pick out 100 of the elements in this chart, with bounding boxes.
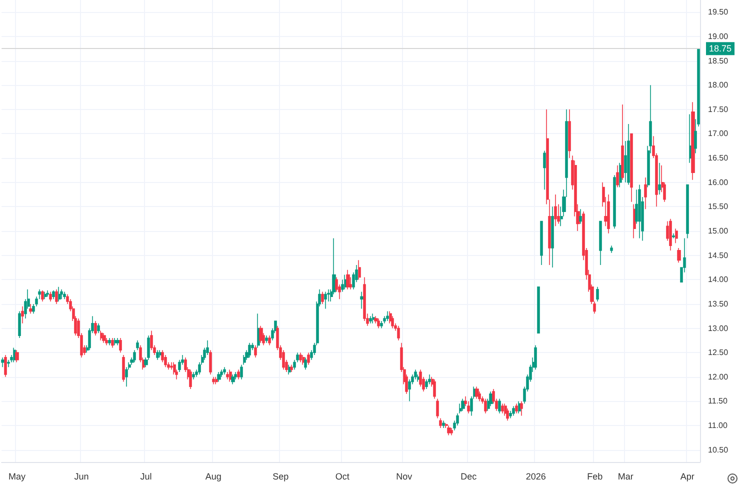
candlestick: [282, 350, 285, 370]
candlestick: [209, 350, 212, 375]
candlestick: [344, 274, 347, 290]
candlestick: [55, 288, 58, 304]
candlestick: [13, 347, 16, 363]
candlestick: [302, 354, 305, 366]
candlestick: [459, 403, 462, 414]
candlestick: [288, 364, 291, 375]
candlestick: [621, 104, 624, 180]
candlestick: [450, 428, 453, 436]
candlestick: [610, 245, 613, 254]
y-tick-label: 10.50: [708, 445, 729, 454]
x-tick-label: Feb: [587, 472, 603, 482]
candlestick: [414, 369, 417, 380]
candlestick: [346, 270, 350, 290]
candlestick: [231, 374, 235, 385]
candlestick: [299, 352, 302, 363]
candlestick: [633, 204, 636, 239]
candlestick: [428, 374, 431, 385]
candlestick: [58, 286, 61, 302]
candlestick: [119, 338, 122, 353]
y-tick-label: 13.50: [708, 299, 729, 308]
y-tick-label: 15.00: [708, 226, 729, 236]
candlestick: [97, 323, 100, 334]
candlestick: [518, 400, 521, 414]
candlestick: [229, 369, 232, 382]
candlestick: [234, 372, 237, 380]
candlestick: [568, 109, 571, 158]
y-tick-label: 16.00: [708, 178, 729, 187]
candlestick: [433, 378, 436, 400]
candlestick: [114, 338, 117, 346]
candlestick: [150, 330, 153, 351]
candlestick: [669, 218, 672, 251]
candlestick: [254, 344, 257, 358]
candlestick: [627, 124, 630, 186]
candlestick: [46, 290, 49, 298]
candlestick: [4, 354, 7, 378]
candlestick: [498, 398, 501, 414]
candlestick: [613, 174, 616, 229]
candlestick: [21, 306, 24, 324]
candlestick: [689, 114, 692, 164]
candlestick: [686, 184, 689, 239]
candlestick: [18, 310, 21, 338]
candlestick: [534, 344, 537, 370]
candlestick: [501, 403, 504, 414]
candlestick: [15, 350, 19, 363]
candlestick: [579, 208, 582, 224]
candlestick: [212, 376, 215, 385]
candlestick: [116, 338, 120, 346]
y-tick-label: 18.50: [708, 56, 729, 66]
candlestick: [447, 425, 451, 436]
candlestick: [41, 290, 44, 302]
candlestick: [675, 228, 678, 244]
candlestick: [672, 233, 675, 239]
candlestick: [1, 357, 5, 368]
candlestick: [677, 248, 681, 264]
candlestick: [341, 279, 344, 292]
x-tick-label: Oct: [335, 472, 350, 482]
candlestick: [136, 340, 139, 351]
candlestick: [691, 102, 695, 180]
candlestick: [475, 386, 479, 400]
candlestick: [7, 359, 10, 368]
candlestick: [377, 318, 380, 329]
x-tick-label: Nov: [396, 472, 413, 482]
x-tick-label: Apr: [680, 472, 694, 482]
candlestick: [111, 338, 114, 348]
candlestick: [100, 330, 103, 341]
x-tick-label: Aug: [205, 472, 222, 482]
y-tick-label: 17.00: [708, 129, 729, 138]
candlestick: [543, 150, 546, 190]
candlestick: [189, 369, 192, 390]
candlestick: [125, 366, 128, 388]
candlestick: [408, 378, 411, 402]
candlestick: [596, 286, 599, 302]
candlestick: [217, 372, 221, 382]
candlestick: [607, 194, 610, 234]
y-tick-label: 12.50: [708, 348, 729, 358]
x-tick-label: Mar: [618, 472, 634, 482]
y-tick-label: 17.50: [708, 104, 729, 114]
candlestick: [467, 400, 470, 414]
x-tick-label: Sep: [272, 472, 289, 482]
candlestick: [436, 398, 439, 419]
candlestick: [537, 286, 540, 334]
candlestick: [122, 354, 125, 382]
candlestick: [397, 325, 400, 341]
candlestick: [259, 325, 263, 344]
y-tick-label: 18.00: [708, 80, 729, 90]
candlestick: [265, 335, 268, 344]
y-tick-label: 11.50: [708, 396, 728, 406]
candlestick: [223, 366, 226, 375]
candlestick: [60, 288, 63, 300]
y-tick-label: 19.00: [708, 32, 729, 41]
candlestick: [520, 400, 523, 416]
candlestick: [240, 364, 243, 380]
candlestick: [372, 313, 375, 324]
candlestick: [304, 357, 307, 370]
candlestick: [599, 220, 602, 266]
y-tick-label: 12.00: [708, 372, 729, 382]
candlestick: [551, 206, 554, 268]
candlestick: [616, 164, 619, 188]
